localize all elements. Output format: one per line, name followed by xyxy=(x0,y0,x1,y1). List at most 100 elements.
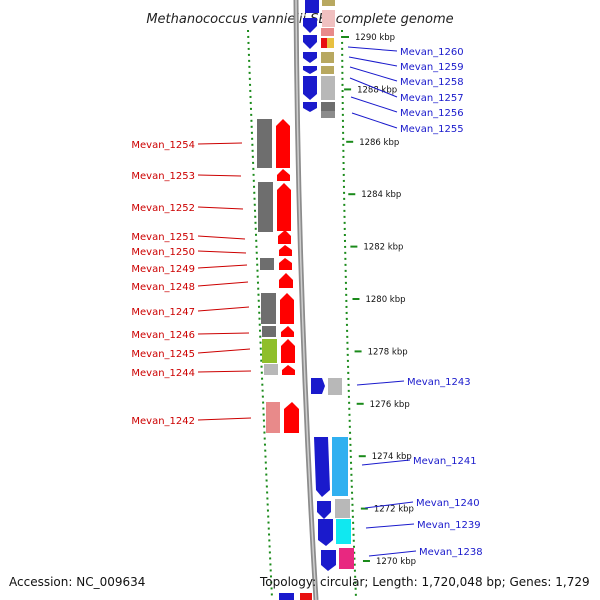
cds-block xyxy=(321,28,334,36)
gene-arrow xyxy=(280,293,294,324)
cds-block xyxy=(321,52,334,63)
cds-block xyxy=(279,593,294,600)
left-label-connector xyxy=(197,332,250,335)
scale-tick-label: 1272 kbp xyxy=(374,505,414,515)
gene-label-left: Mevan_1245 xyxy=(131,349,195,360)
dotted-track-right xyxy=(341,29,357,599)
scale-tick-label: 1274 kbp xyxy=(372,452,412,462)
gene-label-left: Mevan_1254 xyxy=(131,140,195,151)
gene-label-left: Mevan_1251 xyxy=(131,232,195,243)
right-feature-blocks xyxy=(279,0,354,600)
gene-label-right: Mevan_1258 xyxy=(400,77,464,88)
right-label-connector xyxy=(364,501,414,509)
scale-tick-label: 1288 kbp xyxy=(357,85,397,95)
gene-label-right: Mevan_1260 xyxy=(400,47,464,58)
gene-arrow xyxy=(278,230,291,244)
gene-arrow xyxy=(318,519,333,546)
gene-arrow xyxy=(303,102,317,112)
scale-tick-label: 1286 kbp xyxy=(359,138,399,148)
gene-label-left: Mevan_1247 xyxy=(131,307,195,318)
cds-block xyxy=(335,499,350,518)
left-label-connector xyxy=(197,281,249,287)
left-label-connector xyxy=(197,264,248,269)
cds-block xyxy=(264,364,278,375)
cds-block xyxy=(339,548,354,569)
gene-arrow xyxy=(281,326,294,337)
scale-tick-label: 1270 kbp xyxy=(376,557,416,567)
right-gene-labels: Mevan_1260 Mevan_1259 Mevan_1258 Mevan_1257… xyxy=(347,46,483,558)
right-label-connector xyxy=(349,66,398,82)
gene-label-left: Mevan_1246 xyxy=(131,330,195,341)
gene-arrow xyxy=(303,66,317,74)
cds-block xyxy=(260,258,274,270)
left-gene-labels: Mevan_1254 Mevan_1253 Mevan_1252 Mevan_1251… xyxy=(131,140,252,427)
right-label-connector xyxy=(351,112,398,129)
left-label-connector xyxy=(197,250,247,254)
gene-arrow xyxy=(321,550,336,571)
left-label-connector xyxy=(197,206,244,210)
genome-summary: Topology: circular; Length: 1,720,048 bp… xyxy=(259,575,590,589)
gene-label-right: Mevan_1239 xyxy=(417,520,481,531)
gene-arrow xyxy=(279,245,292,256)
cds-block xyxy=(322,0,335,6)
gene-arrow xyxy=(276,119,290,168)
left-label-connector xyxy=(197,306,250,312)
gene-arrow xyxy=(317,501,331,519)
cds-block xyxy=(257,119,272,168)
right-label-connector xyxy=(350,96,398,113)
cds-block xyxy=(321,102,335,111)
gene-label-right: Mevan_1240 xyxy=(416,498,480,509)
cds-block xyxy=(321,111,335,118)
gene-label-left: Mevan_1244 xyxy=(131,368,195,379)
cds-block xyxy=(262,326,276,337)
gene-label-right: Mevan_1259 xyxy=(400,62,464,73)
gene-arrow xyxy=(284,402,299,433)
gene-arrow xyxy=(314,437,330,497)
gene-arrow xyxy=(303,35,317,49)
cds-block xyxy=(322,10,335,27)
gene-label-left: Mevan_1253 xyxy=(131,171,195,182)
right-label-connector xyxy=(347,46,398,52)
cds-block xyxy=(262,339,277,363)
gene-label-right: Mevan_1241 xyxy=(413,456,477,467)
cds-block xyxy=(305,0,319,13)
gene-label-right: Mevan_1256 xyxy=(400,108,464,119)
cds-block xyxy=(321,76,335,100)
gene-label-left: Mevan_1252 xyxy=(131,203,195,214)
gene-arrow xyxy=(279,273,293,288)
scale-tick-label: 1284 kbp xyxy=(361,190,401,200)
gene-label-left: Mevan_1250 xyxy=(131,247,195,258)
gene-arrow xyxy=(277,183,291,231)
gene-label-right: Mevan_1243 xyxy=(407,377,471,388)
gene-label-right: Mevan_1255 xyxy=(400,124,464,135)
gene-label-right: Mevan_1238 xyxy=(419,547,483,558)
cds-block xyxy=(321,38,327,48)
left-feature-blocks xyxy=(257,119,299,433)
gene-arrow xyxy=(311,378,325,394)
gene-arrow xyxy=(282,365,295,375)
right-label-connector xyxy=(368,550,417,557)
gene-arrow xyxy=(303,18,317,33)
map-title: Methanococcus vannielii SB, complete gen… xyxy=(146,12,453,27)
scale-tick-label: 1290 kbp xyxy=(355,33,395,43)
left-label-connector xyxy=(197,348,251,354)
right-label-connector xyxy=(348,56,398,67)
cds-block xyxy=(328,378,342,395)
scale-tick-label: 1282 kbp xyxy=(363,243,403,253)
gene-label-left: Mevan_1249 xyxy=(131,264,195,275)
gene-arrow xyxy=(303,76,317,100)
cds-block xyxy=(327,38,334,48)
gene-label-left: Mevan_1242 xyxy=(131,416,195,427)
left-label-connector xyxy=(197,142,243,145)
left-label-connector xyxy=(197,417,252,421)
cds-block xyxy=(336,519,351,544)
scale-tick-label: 1278 kbp xyxy=(368,347,408,357)
right-label-connector xyxy=(349,77,398,98)
gene-arrow xyxy=(279,258,292,270)
scale-tick-label: 1280 kbp xyxy=(365,295,405,305)
gene-label-right: Mevan_1257 xyxy=(400,93,464,104)
scale-ticks: 1290 kbp 1288 kbp 1286 kbp 1284 kbp 1282 kbp… xyxy=(342,33,416,567)
left-label-connector xyxy=(197,174,242,177)
cds-block xyxy=(321,66,334,74)
